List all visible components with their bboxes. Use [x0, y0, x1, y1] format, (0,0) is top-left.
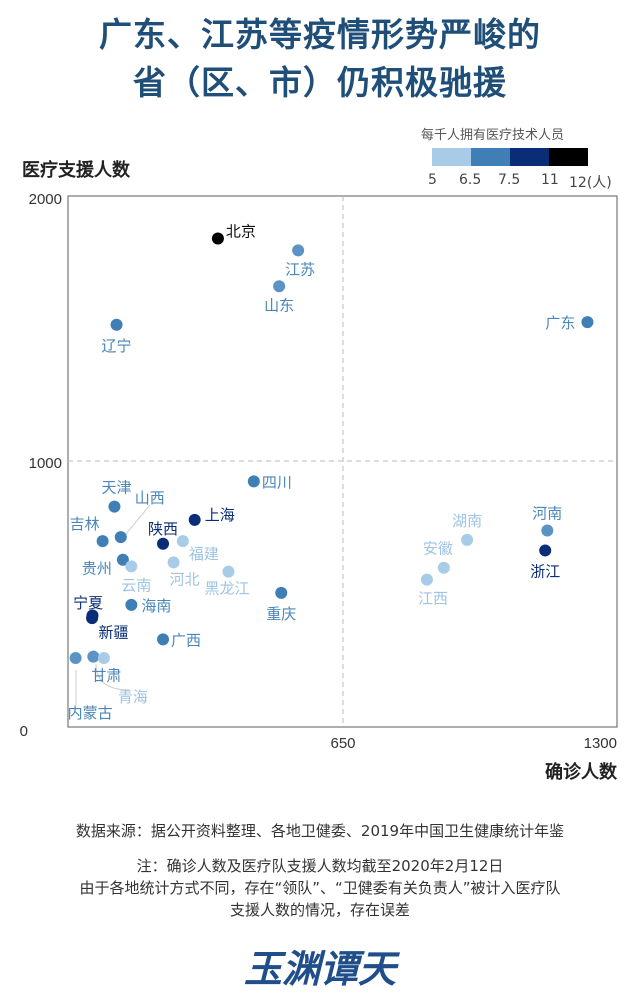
data-label: 天津: [101, 479, 131, 497]
y-tick-label: 2000: [29, 191, 62, 208]
data-label: 河南: [532, 505, 562, 523]
legend-tick: 6.5: [459, 172, 482, 188]
footnote: 注：确诊人数及医疗队支援人数均截至2020年2月12日 由于各地统计方式不同，存…: [0, 855, 640, 921]
data-label: 四川: [262, 473, 292, 491]
data-label: 北京: [226, 222, 256, 240]
legend-tick: 11: [541, 172, 559, 188]
data-label: 新疆: [98, 623, 128, 641]
chart-title-line-2: 省（区、市）仍积极驰援: [133, 63, 507, 102]
data-label: 吉林: [70, 515, 100, 533]
data-label: 上海: [205, 506, 235, 524]
data-point-20: [157, 633, 170, 646]
data-point-11: [176, 535, 189, 548]
data-point-4: [581, 316, 594, 329]
chart-title-line-1: 广东、江苏等疫情形势严峻的: [99, 15, 541, 54]
legend-swatch-4: [549, 148, 588, 166]
data-point-18: [125, 598, 138, 611]
data-point-25: [437, 561, 450, 574]
data-label: 广东: [545, 314, 575, 332]
data-point-16: [275, 586, 288, 599]
data-label: 河北: [170, 570, 200, 588]
logo-text: 玉渊谭天: [244, 946, 400, 991]
data-point-21: [69, 651, 82, 664]
data-label: 甘肃: [91, 667, 121, 685]
data-point-10: [188, 513, 201, 526]
data-label: 海南: [141, 597, 171, 615]
footnote-line: 注：确诊人数及医疗队支援人数均截至2020年2月12日: [136, 857, 504, 875]
data-label: 陕西: [148, 520, 178, 538]
data-label: 广西: [171, 631, 201, 649]
data-label: 江西: [418, 590, 448, 608]
data-point-7: [114, 531, 127, 544]
data-label: 福建: [189, 545, 219, 563]
data-point-14: [167, 556, 180, 569]
legend-tick: 12(人): [569, 175, 612, 191]
data-label: 浙江: [530, 562, 560, 580]
data-label: 青海: [118, 688, 148, 706]
legend-tick: 5: [428, 172, 437, 188]
y-axis-label: 医疗支援人数: [22, 160, 130, 181]
data-point-15: [222, 565, 235, 578]
leader-line-qinghai: [95, 663, 131, 691]
data-point-8: [96, 535, 109, 548]
data-label: 黑龙江: [204, 580, 249, 598]
data-point-3: [110, 318, 123, 331]
data-point-23: [97, 651, 110, 664]
data-label: 湖南: [452, 512, 482, 530]
data-point-22: [87, 650, 100, 663]
data-point-24: [461, 533, 474, 546]
data-point-27: [541, 524, 554, 537]
legend-swatch-2: [471, 148, 510, 166]
data-label: 云南: [121, 576, 151, 594]
data-label: 江苏: [285, 260, 315, 278]
x-axis-label: 确诊人数: [545, 762, 617, 783]
footnote-line: 由于各地统计方式不同，存在“领队”、“卫健委有关负责人”被计入医疗队: [79, 879, 561, 897]
x-tick-label: 650: [330, 735, 355, 752]
data-point-12: [116, 553, 129, 566]
data-point-2: [273, 280, 286, 293]
legend-title: 每千人拥有医疗技术人员: [421, 128, 565, 143]
data-label: 内蒙古: [68, 704, 113, 722]
legend-color-bar: [432, 148, 588, 166]
data-label: 安徽: [423, 540, 453, 558]
legend-swatch-1: [432, 148, 471, 166]
data-point-28: [539, 544, 552, 557]
data-label: 重庆: [266, 605, 296, 623]
x-tick-label: 1300: [584, 735, 617, 752]
data-label: 贵州: [82, 560, 112, 578]
data-label: 山东: [264, 296, 294, 314]
data-point-19: [86, 609, 99, 622]
data-point-26: [420, 573, 433, 586]
yuyuan-tantian-logo: 玉渊谭天: [244, 946, 400, 991]
data-point-6: [108, 500, 121, 513]
data-label: 山西: [135, 489, 165, 507]
legend-tick: 7.5: [498, 172, 521, 188]
data-label: 辽宁: [102, 337, 132, 355]
data-point-5: [247, 475, 260, 488]
data-label: 宁夏: [73, 594, 103, 612]
data-point-13: [125, 560, 138, 573]
data-point-0: [211, 232, 224, 245]
y-tick-label: 0: [20, 723, 28, 740]
footnote-line: 支援人数的情况，存在误差: [229, 901, 410, 919]
data-source-note: 数据来源：据公开资料整理、各地卫健委、2019年中国卫生健康统计年鉴: [75, 822, 565, 840]
y-tick-label: 1000: [29, 455, 62, 472]
legend-swatch-3: [510, 148, 549, 166]
data-point-9: [157, 537, 170, 550]
data-point-1: [292, 244, 305, 257]
